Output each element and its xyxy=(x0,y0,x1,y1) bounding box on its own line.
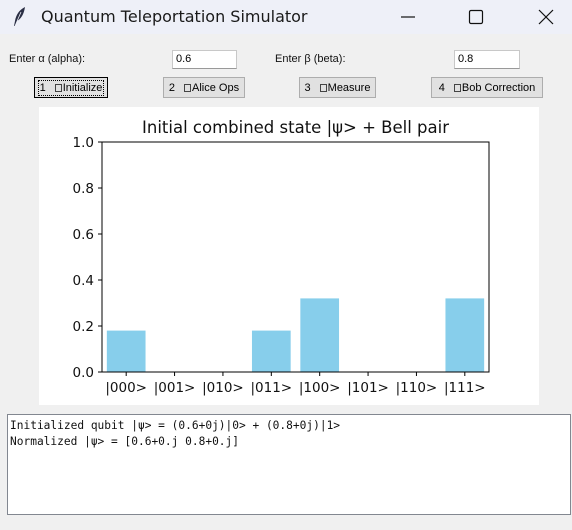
box-glyph-icon xyxy=(319,83,327,92)
chart-frame xyxy=(101,141,490,373)
measure-button-number: 3 xyxy=(304,81,311,94)
close-button[interactable] xyxy=(522,0,570,34)
bob-correction-button-number: 4 xyxy=(438,81,445,94)
y-tick-label: 1.0 xyxy=(73,135,94,151)
x-tick-label: |110> xyxy=(396,380,438,396)
y-tick-label: 0.4 xyxy=(73,273,94,289)
feather-icon xyxy=(10,6,30,28)
chart-title: Initial combined state |ψ> + Bell pair xyxy=(142,118,449,137)
initialize-button-label: Initialize xyxy=(62,81,103,94)
measure-button[interactable]: 3 Measure xyxy=(299,77,376,98)
box-glyph-icon xyxy=(184,83,192,92)
beta-label: Enter β (beta): xyxy=(275,53,346,65)
output-log[interactable]: Initialized qubit |ψ> = (0.6+0j)|0> + (0… xyxy=(7,414,571,515)
x-tick-label: |101> xyxy=(347,380,389,396)
y-tick-label: 0.2 xyxy=(73,319,94,335)
box-glyph-icon xyxy=(453,83,461,92)
initialize-button-number: 1 xyxy=(39,81,46,94)
chart-bar xyxy=(300,298,340,372)
chart-bar xyxy=(251,330,291,372)
maximize-button[interactable] xyxy=(452,0,500,34)
y-tick-label: 0.8 xyxy=(73,181,94,197)
alice-ops-button-number: 2 xyxy=(168,81,176,94)
beta-input[interactable]: 0.8 xyxy=(454,50,520,69)
output-line: Normalized |ψ> = [0.6+0.j 0.8+0.j] xyxy=(10,435,240,448)
bar-chart: Initial combined state |ψ> + Bell pair 0.… xyxy=(73,118,490,396)
chart-panel: Initial combined state |ψ> + Bell pair 0.… xyxy=(39,107,539,405)
minimize-icon xyxy=(401,16,415,18)
chart-bar xyxy=(106,330,146,372)
window-title: Quantum Teleportation Simulator xyxy=(41,7,308,26)
alice-ops-button-label: Alice Ops xyxy=(192,81,240,94)
maximize-icon xyxy=(468,9,484,25)
x-tick-label: |001> xyxy=(154,380,196,396)
x-tick-label: |000> xyxy=(105,380,147,396)
close-icon xyxy=(538,9,554,25)
x-tick-label: |011> xyxy=(250,380,292,396)
alice-ops-button[interactable]: 2 Alice Ops xyxy=(163,77,245,98)
output-line: Initialized qubit |ψ> = (0.6+0j)|0> + (0… xyxy=(10,419,341,432)
x-tick-label: |111> xyxy=(444,380,486,396)
bob-correction-button[interactable]: 4 Bob Correction xyxy=(431,77,543,98)
y-tick-label: 0.0 xyxy=(73,365,94,381)
y-tick-label: 0.6 xyxy=(73,227,94,243)
title-bar: Quantum Teleportation Simulator xyxy=(0,0,572,34)
chart-bar xyxy=(445,298,485,372)
minimize-button[interactable] xyxy=(384,0,432,34)
measure-button-label: Measure xyxy=(327,81,371,94)
bob-correction-button-label: Bob Correction xyxy=(461,81,536,94)
x-tick-label: |010> xyxy=(202,380,244,396)
box-glyph-icon xyxy=(54,83,62,92)
x-tick-label: |100> xyxy=(299,380,341,396)
initialize-button[interactable]: 1 Initialize xyxy=(34,77,108,98)
alpha-input[interactable]: 0.6 xyxy=(172,50,237,69)
alpha-label: Enter α (alpha): xyxy=(9,53,86,65)
